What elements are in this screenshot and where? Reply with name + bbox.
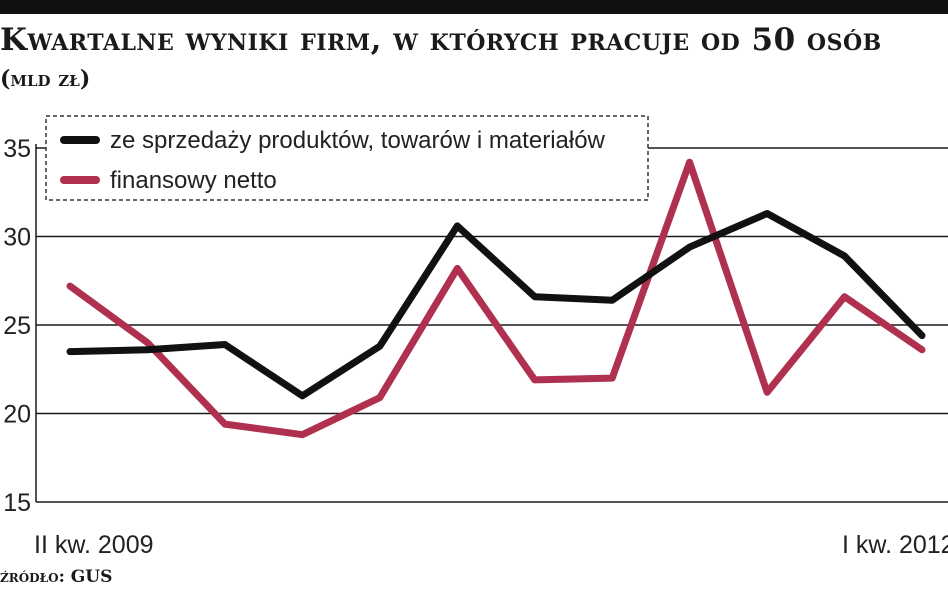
x-tick-label-last: I kw. 2012 [842,531,948,559]
x-tick-label-first: II kw. 2009 [34,531,154,559]
legend-frame [45,115,649,201]
legend-label-sales: ze sprzedaży produktów, towarów i materi… [110,127,606,154]
x-axis-ticks: II kw. 2009 I kw. 2012 [34,531,948,559]
y-tick-label-30: 30 [3,224,31,252]
y-axis-ticks: 15 20 25 30 35 [3,135,31,517]
chart-title: Kwartalne wyniki firm, w których pracuje… [0,22,882,58]
source-note: źródło: GUS [0,567,113,587]
y-tick-label-15: 15 [3,489,31,517]
y-tick-label-25: 25 [3,312,31,340]
chart-unit: (mld zł) [0,66,91,92]
series-line-sales [66,210,926,400]
series-line-net [66,158,926,439]
legend: ze sprzedaży produktów, towarów i materi… [45,115,649,201]
legend-label-net: finansowy netto [110,167,277,194]
y-tick-label-20: 20 [3,401,31,429]
top-rule [0,0,948,14]
y-tick-label-35: 35 [3,135,31,163]
series-lines [66,158,926,439]
